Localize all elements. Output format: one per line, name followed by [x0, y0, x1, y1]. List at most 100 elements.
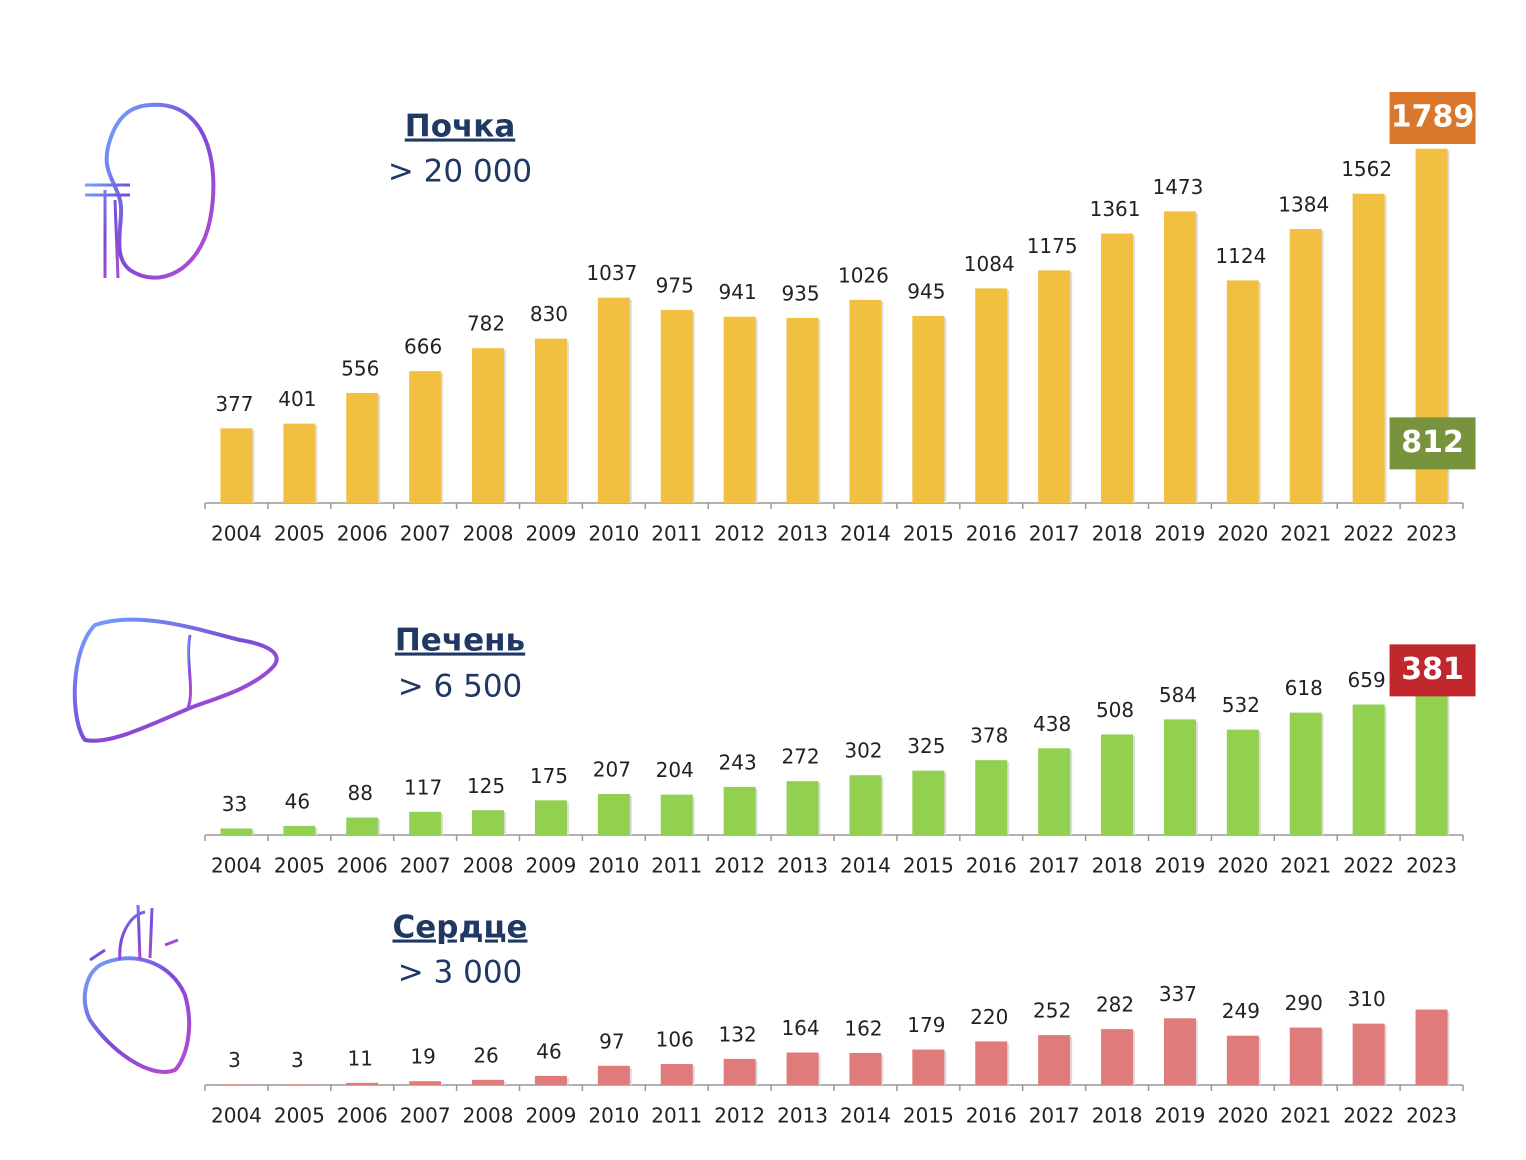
- x-tick-label: 2013: [777, 522, 828, 546]
- x-tick-label: 2021: [1280, 522, 1331, 546]
- value-label: 1789: [1391, 100, 1475, 135]
- x-tick-label: 2010: [588, 522, 639, 546]
- bar: [786, 781, 819, 835]
- x-tick-label: 2008: [463, 854, 514, 878]
- bar: [409, 811, 442, 835]
- bar: [1163, 1018, 1196, 1085]
- highlight-box: [1389, 644, 1476, 697]
- chart-title: Сердце: [392, 910, 527, 946]
- x-tick-label: 2012: [714, 854, 765, 878]
- bar: [283, 423, 316, 503]
- x-tick-label: 2012: [714, 1104, 765, 1128]
- x-tick-label: 2004: [211, 522, 262, 546]
- x-tick-label: 2021: [1280, 1104, 1331, 1128]
- bar: [1289, 712, 1322, 835]
- bar: [220, 1084, 253, 1085]
- value-label: 46: [285, 789, 310, 813]
- x-tick-label: 2022: [1343, 1104, 1394, 1128]
- x-tick-label: 2007: [400, 1104, 451, 1128]
- x-tick-label: 2008: [463, 522, 514, 546]
- x-tick-label: 2015: [903, 854, 954, 878]
- bar: [409, 371, 442, 503]
- value-label: 584: [1159, 683, 1197, 707]
- highlight-box: [1389, 417, 1476, 470]
- bar: [534, 1075, 567, 1085]
- value-label: 243: [719, 750, 757, 774]
- bar: [1289, 1027, 1322, 1085]
- value-label: 975: [656, 273, 694, 297]
- x-tick-label: 2006: [337, 854, 388, 878]
- chart-subtitle: > 20 000: [388, 154, 532, 190]
- value-label: 220: [970, 1005, 1008, 1029]
- x-tick-label: 2016: [966, 854, 1017, 878]
- x-tick-label: 2014: [840, 854, 891, 878]
- value-label: 438: [1033, 712, 1071, 736]
- value-label: 46: [536, 1039, 561, 1063]
- value-label: 377: [215, 392, 253, 416]
- x-tick-label: 2019: [1154, 522, 1205, 546]
- value-label: 26: [473, 1043, 498, 1067]
- value-label: 830: [530, 302, 568, 326]
- bar: [283, 1084, 316, 1085]
- bar: [472, 810, 505, 835]
- x-tick-label: 2019: [1154, 1104, 1205, 1128]
- bar: [1352, 1023, 1385, 1085]
- x-tick-label: 2014: [840, 1104, 891, 1128]
- value-label: 106: [656, 1028, 694, 1052]
- value-label: 618: [1285, 676, 1323, 700]
- bar: [975, 288, 1008, 503]
- value-label: 33: [222, 792, 247, 816]
- x-tick-label: 2006: [337, 1104, 388, 1128]
- value-label: 1084: [964, 252, 1015, 276]
- x-tick-label: 2009: [525, 854, 576, 878]
- value-label: 1037: [586, 261, 637, 285]
- x-tick-label: 2007: [400, 854, 451, 878]
- bar: [597, 297, 630, 503]
- x-tick-label: 2009: [525, 1104, 576, 1128]
- bar: [597, 794, 630, 835]
- value-label: 666: [404, 335, 442, 359]
- bar: [1163, 719, 1196, 835]
- bar: [660, 1064, 693, 1085]
- value-label: 3: [228, 1048, 241, 1072]
- x-tick-label: 2009: [525, 522, 576, 546]
- x-tick-label: 2011: [651, 1104, 702, 1128]
- bar: [1038, 1035, 1071, 1085]
- bar: [472, 348, 505, 503]
- bar: [1226, 1035, 1259, 1085]
- x-tick-label: 2023: [1406, 1104, 1457, 1128]
- value-label: 1384: [1278, 192, 1329, 216]
- value-label: 3: [291, 1048, 304, 1072]
- x-tick-label: 2011: [651, 522, 702, 546]
- x-tick-label: 2023: [1406, 522, 1457, 546]
- x-tick-label: 2008: [463, 1104, 514, 1128]
- bar: [786, 1052, 819, 1085]
- x-tick-label: 2015: [903, 1104, 954, 1128]
- x-tick-label: 2017: [1029, 1104, 1080, 1128]
- x-tick-label: 2022: [1343, 522, 1394, 546]
- x-tick-label: 2020: [1217, 1104, 1268, 1128]
- bar: [1415, 674, 1448, 835]
- x-tick-label: 2016: [966, 1104, 1017, 1128]
- chart-title: Печень: [395, 623, 525, 659]
- bar: [849, 1052, 882, 1085]
- bar: [912, 1049, 945, 1085]
- bar: [1352, 704, 1385, 835]
- value-label: 125: [467, 774, 505, 798]
- bar: [1415, 1009, 1448, 1085]
- bar: [534, 338, 567, 503]
- bar: [660, 794, 693, 835]
- value-label: 325: [907, 734, 945, 758]
- x-tick-label: 2013: [777, 854, 828, 878]
- bar: [723, 1058, 756, 1085]
- value-label: 1361: [1090, 197, 1141, 221]
- bar: [912, 315, 945, 503]
- bar: [1038, 748, 1071, 835]
- kidney-icon: [85, 102, 216, 280]
- x-tick-label: 2018: [1092, 854, 1143, 878]
- value-label: 782: [467, 312, 505, 336]
- x-tick-label: 2010: [588, 1104, 639, 1128]
- value-label: 164: [781, 1016, 819, 1040]
- bar: [660, 309, 693, 503]
- x-tick-label: 2020: [1217, 854, 1268, 878]
